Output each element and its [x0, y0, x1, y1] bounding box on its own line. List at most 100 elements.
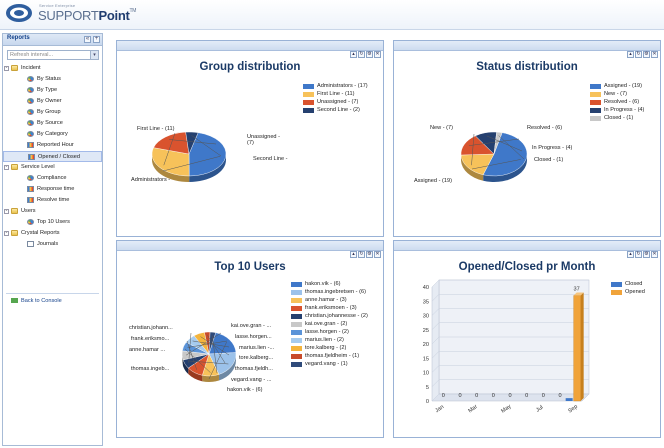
legend-swatch	[590, 92, 601, 97]
panel-tools: ▴ ↻ ⚙ ✕	[626, 42, 658, 60]
expand-toggle-icon[interactable]: -	[4, 164, 9, 170]
tree-item-by-source[interactable]: By Source	[3, 118, 102, 129]
tree-item-journals[interactable]: Journals	[3, 239, 102, 250]
gear-icon[interactable]: ⚙	[643, 51, 650, 58]
chevron-down-icon[interactable]: ▾	[90, 51, 98, 59]
legend-label: thomas.fjeldheim - (1)	[305, 353, 360, 359]
refresh-icon[interactable]: ↻	[635, 251, 642, 258]
callout-line	[188, 332, 192, 363]
slice-label: thomas.fjeldh...	[235, 366, 273, 372]
tree-item-users[interactable]: - Users	[3, 206, 102, 217]
legend-label: anne.hamar - (3)	[305, 297, 347, 303]
legend-swatch	[291, 346, 302, 351]
legend-swatch	[291, 282, 302, 287]
pie-chart-icon	[27, 109, 34, 115]
tree-item-top-10-users[interactable]: Top 10 Users	[3, 217, 102, 228]
gridline	[431, 279, 440, 288]
data-label: 37	[574, 287, 580, 293]
tree-item-service-level[interactable]: - Service Level	[3, 162, 102, 173]
tree-item-label: Top 10 Users	[37, 219, 70, 225]
close-icon[interactable]: ✕	[374, 251, 381, 258]
pie-slice	[460, 153, 495, 176]
expand-toggle-icon[interactable]: -	[4, 230, 9, 236]
callout-line	[486, 135, 523, 152]
chart-title: Status distribution	[476, 61, 578, 73]
legend-swatch	[590, 84, 601, 89]
refresh-icon[interactable]: ↻	[358, 251, 365, 258]
tree-item-response-time[interactable]: Response time	[3, 184, 102, 195]
folder-icon	[11, 208, 18, 214]
reports-sidebar: Reports « + Refresh interval... ▾ - Incid…	[2, 33, 103, 446]
tree-item-reported-hour[interactable]: Reported Hour	[3, 140, 102, 151]
legend-label: Second Line - (2)	[317, 107, 360, 113]
panel-toolbar: ▴ ↻ ⚙ ✕	[394, 241, 660, 258]
y-tick-label: 35	[423, 299, 429, 305]
slice-label: First Line - (11)	[137, 126, 175, 132]
refresh-interval-select[interactable]: Refresh interval... ▾	[7, 50, 99, 60]
data-label: 0	[458, 393, 461, 399]
tree-item-label: By Group	[37, 109, 61, 115]
tree-item-label: By Category	[37, 131, 68, 137]
tree-item-by-owner[interactable]: By Owner	[3, 96, 102, 107]
pie-slice-side	[218, 354, 236, 381]
tree-item-by-category[interactable]: By Category	[3, 129, 102, 140]
back-to-console-label: Back to Console	[21, 298, 62, 304]
legend-label: christian.johannesse - (2)	[305, 313, 368, 319]
bar-chart-icon	[28, 154, 35, 160]
pie-slice-side	[202, 374, 219, 382]
legend-swatch	[303, 84, 314, 89]
tree-item-compliance[interactable]: Compliance	[3, 173, 102, 184]
collapse-panel-icon[interactable]: ▴	[627, 251, 634, 258]
expand-toggle-icon[interactable]: -	[4, 208, 9, 214]
legend-swatch	[590, 108, 601, 113]
bar-opened-side	[580, 292, 584, 401]
legend-label: In Progress - (4)	[604, 107, 645, 113]
gear-icon[interactable]: ⚙	[366, 51, 373, 58]
bar-chart-icon	[27, 142, 34, 148]
legend-label: hakon.vik - (6)	[305, 281, 341, 287]
gear-icon[interactable]: ⚙	[366, 251, 373, 258]
tree-item-resolve-time[interactable]: Resolve time	[3, 195, 102, 206]
collapse-panel-icon[interactable]: ▴	[627, 51, 634, 58]
close-icon[interactable]: ✕	[651, 51, 658, 58]
gridline	[431, 365, 440, 373]
legend-swatch	[291, 290, 302, 295]
tree-item-label: Reported Hour	[37, 142, 74, 148]
pie-slice-side	[182, 354, 184, 366]
close-icon[interactable]: ✕	[374, 51, 381, 58]
app-header: Service Enterprise SUPPORTPointTM	[0, 0, 664, 30]
panel-toolbar: ▴ ↻ ⚙ ✕	[117, 241, 383, 258]
pie-slice-side	[483, 154, 527, 182]
close-icon[interactable]: ✕	[651, 251, 658, 258]
legend-label: First Line - (11)	[317, 91, 355, 97]
tree-item-by-group[interactable]: By Group	[3, 107, 102, 118]
tree-item-incident[interactable]: - Incident	[3, 63, 102, 74]
callout-line	[188, 360, 229, 365]
x-tick-label: Jan	[434, 404, 445, 414]
opened-closed-panel: ▴ ↻ ⚙ ✕ Opened/Closed pr Month Closed Opened 0 5…	[393, 240, 661, 438]
data-label: 0	[508, 393, 511, 399]
panel-toolbar: ▴ ↻ ⚙ ✕	[117, 41, 383, 58]
tree-item-by-status[interactable]: By Status	[3, 74, 102, 85]
gear-icon[interactable]: ⚙	[643, 251, 650, 258]
tree-item-label: By Owner	[37, 98, 62, 104]
legend-label: marius.lien - (2)	[305, 337, 344, 343]
add-button[interactable]: +	[93, 36, 100, 43]
legend-swatch	[291, 330, 302, 335]
bar-opened-top	[573, 292, 584, 296]
callout-line	[208, 341, 227, 380]
back-to-console-link[interactable]: Back to Console	[11, 298, 62, 304]
tree-item-crystal-reports[interactable]: - Crystal Reports	[3, 228, 102, 239]
collapse-button[interactable]: «	[84, 36, 91, 43]
tree-item-opened-closed[interactable]: Opened / Closed	[3, 151, 102, 162]
expand-toggle-icon[interactable]: -	[4, 65, 9, 71]
tree-item-by-type[interactable]: By Type	[3, 85, 102, 96]
collapse-panel-icon[interactable]: ▴	[350, 251, 357, 258]
refresh-icon[interactable]: ↻	[635, 51, 642, 58]
callout-line	[207, 335, 226, 364]
gridline	[431, 322, 440, 330]
pie-chart-icon	[27, 219, 34, 225]
collapse-panel-icon[interactable]: ▴	[350, 51, 357, 58]
legend-label: tore.kalberg - (2)	[305, 345, 347, 351]
refresh-icon[interactable]: ↻	[358, 51, 365, 58]
